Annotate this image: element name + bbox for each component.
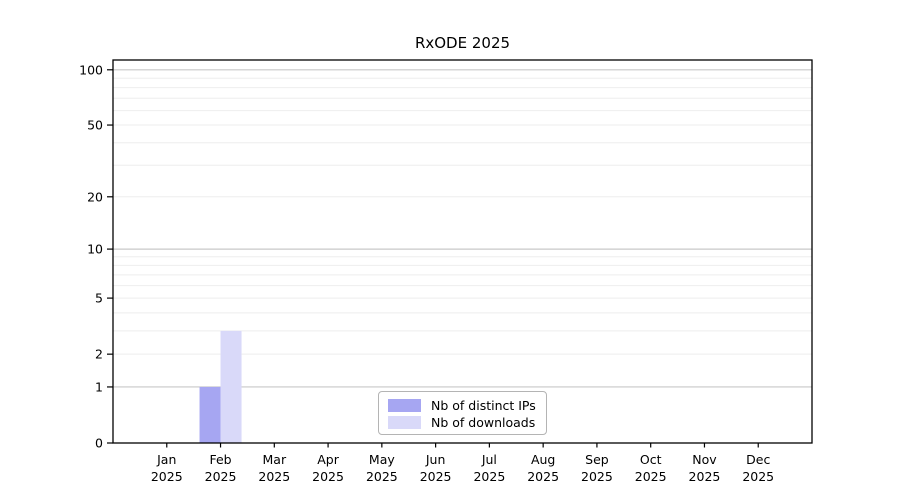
y-tick-label: 10 xyxy=(87,242,103,257)
x-tick-label-year: 2025 xyxy=(258,469,290,484)
x-tick-label-year: 2025 xyxy=(420,469,452,484)
y-tick-label: 1 xyxy=(95,379,103,394)
bar-distinct-ips xyxy=(199,386,221,443)
y-tick-label: 100 xyxy=(79,62,103,77)
y-tick-label: 20 xyxy=(87,189,103,204)
x-tick-label-month: Jun xyxy=(425,452,446,467)
x-tick-label-month: Feb xyxy=(209,452,231,467)
x-tick-label-month: Jul xyxy=(481,452,497,467)
x-tick-label-month: Apr xyxy=(317,452,339,467)
x-tick-label-month: Aug xyxy=(531,452,555,467)
y-tick-label: 2 xyxy=(95,347,103,362)
chart-title: RxODE 2025 xyxy=(414,34,511,52)
x-tick-label-month: Jan xyxy=(156,452,176,467)
x-tick-label-year: 2025 xyxy=(312,469,344,484)
bar-downloads xyxy=(220,330,242,443)
legend-label-downloads: Nb of downloads xyxy=(431,414,536,430)
legend-label-distinct-ips: Nb of distinct IPs xyxy=(431,397,536,413)
x-tick-label-month: Sep xyxy=(585,452,609,467)
x-tick-label-year: 2025 xyxy=(473,469,505,484)
y-tick-label: 50 xyxy=(87,118,103,133)
x-tick-label-year: 2025 xyxy=(742,469,774,484)
y-tick-label: 0 xyxy=(95,436,103,451)
x-tick-label-year: 2025 xyxy=(581,469,613,484)
x-tick-label-year: 2025 xyxy=(635,469,667,484)
legend-item-distinct-ips: Nb of distinct IPs xyxy=(388,397,538,413)
x-tick-label-year: 2025 xyxy=(366,469,398,484)
x-tick-label-year: 2025 xyxy=(151,469,183,484)
legend-swatch-distinct-ips xyxy=(388,398,421,412)
x-tick-label-month: May xyxy=(369,452,395,467)
x-tick-label-month: Nov xyxy=(692,452,717,467)
legend-swatch-downloads xyxy=(388,415,421,429)
x-tick-label-year: 2025 xyxy=(689,469,721,484)
x-tick-label-year: 2025 xyxy=(205,469,237,484)
x-tick-label-month: Dec xyxy=(746,452,770,467)
x-tick-label-year: 2025 xyxy=(527,469,559,484)
x-tick-label-month: Mar xyxy=(263,452,287,467)
y-tick-label: 5 xyxy=(95,291,103,306)
legend-item-downloads: Nb of downloads xyxy=(388,414,538,430)
plot-border xyxy=(112,59,813,444)
legend: Nb of distinct IPs Nb of downloads xyxy=(378,391,547,435)
x-tick-label-month: Oct xyxy=(640,452,662,467)
